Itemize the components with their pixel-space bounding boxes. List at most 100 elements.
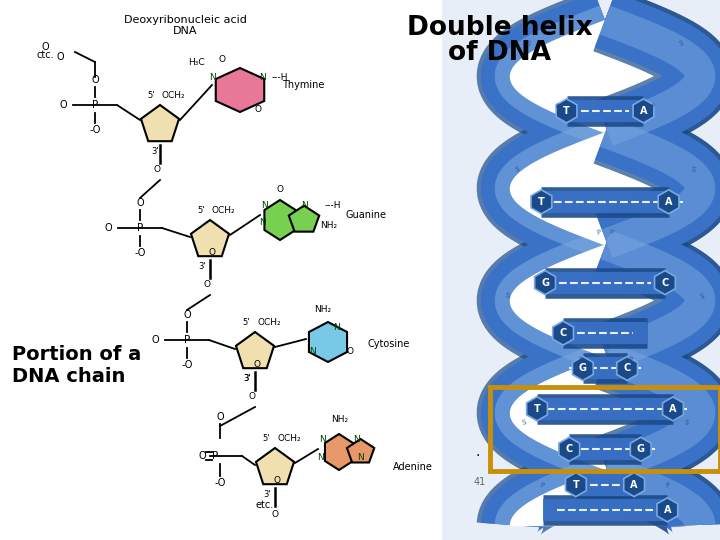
Text: NH₂: NH₂ <box>320 221 337 230</box>
Text: O: O <box>204 280 210 289</box>
Text: C: C <box>624 363 631 374</box>
Text: 5': 5' <box>148 91 155 100</box>
Text: P: P <box>137 223 143 233</box>
Text: 3': 3' <box>264 490 271 499</box>
Text: P: P <box>92 100 98 110</box>
Text: O: O <box>248 392 256 401</box>
Polygon shape <box>309 322 347 362</box>
Text: P: P <box>596 230 601 237</box>
Polygon shape <box>572 356 593 381</box>
Text: O: O <box>274 476 281 485</box>
Text: 5': 5' <box>243 318 250 327</box>
Text: N: N <box>261 201 269 210</box>
Text: O: O <box>136 198 144 208</box>
Text: Adenine: Adenine <box>393 462 433 472</box>
Text: O: O <box>91 75 99 85</box>
Text: N: N <box>258 73 266 82</box>
Text: P: P <box>627 356 632 363</box>
Polygon shape <box>630 437 651 461</box>
Text: A: A <box>639 106 647 116</box>
Text: O: O <box>346 347 354 356</box>
Text: C: C <box>559 328 567 338</box>
Text: N: N <box>310 347 316 356</box>
Text: A: A <box>665 197 672 207</box>
Text: P: P <box>577 356 583 363</box>
Text: OCH₂: OCH₂ <box>257 318 281 327</box>
Text: OCH₂: OCH₂ <box>277 434 301 443</box>
Text: O: O <box>218 55 225 64</box>
Text: T: T <box>572 480 580 490</box>
Text: S: S <box>690 166 696 173</box>
Text: 3': 3' <box>243 374 251 383</box>
Text: ---H: ---H <box>325 201 341 210</box>
Text: etc.: etc. <box>256 500 274 510</box>
Text: O: O <box>254 105 261 114</box>
Text: O: O <box>276 185 284 194</box>
Text: P: P <box>608 230 614 237</box>
Text: C: C <box>566 444 573 454</box>
Polygon shape <box>289 206 319 232</box>
Text: O: O <box>198 451 206 461</box>
Text: 3': 3' <box>151 147 159 156</box>
Text: O: O <box>59 100 67 110</box>
Text: OCH₂: OCH₂ <box>212 206 235 215</box>
Text: Deoxyribonucleic acid: Deoxyribonucleic acid <box>124 15 246 25</box>
Text: G: G <box>541 278 549 288</box>
Polygon shape <box>526 397 547 421</box>
Text: Double helix: Double helix <box>408 15 593 41</box>
Text: N: N <box>356 453 364 462</box>
Polygon shape <box>657 498 678 522</box>
Text: P: P <box>184 335 190 345</box>
Text: OCH₂: OCH₂ <box>162 91 186 100</box>
Text: A: A <box>631 480 638 490</box>
Text: -O: -O <box>89 125 101 135</box>
Text: S: S <box>678 40 684 47</box>
Text: A: A <box>664 505 671 515</box>
Text: O: O <box>216 412 224 422</box>
Polygon shape <box>347 439 374 462</box>
Text: O: O <box>41 42 49 52</box>
Text: S: S <box>700 293 706 300</box>
Text: ctc.: ctc. <box>36 50 54 60</box>
Text: N: N <box>320 435 326 444</box>
Polygon shape <box>325 434 353 470</box>
Text: Thymine: Thymine <box>282 80 325 90</box>
Text: of DNA: of DNA <box>449 40 552 66</box>
Text: O: O <box>253 360 261 369</box>
Text: P: P <box>212 451 218 461</box>
Polygon shape <box>256 448 294 484</box>
Text: ---H: ---H <box>272 73 289 82</box>
Text: O: O <box>104 223 112 233</box>
Text: DNA: DNA <box>173 26 197 36</box>
Polygon shape <box>535 271 555 295</box>
Polygon shape <box>531 190 552 214</box>
Polygon shape <box>617 356 637 381</box>
Text: NH₂: NH₂ <box>315 305 332 314</box>
Text: O: O <box>56 52 64 62</box>
Text: 3': 3' <box>198 262 206 271</box>
Text: G: G <box>579 363 587 374</box>
Text: G: G <box>636 444 644 454</box>
Text: 41: 41 <box>474 477 486 487</box>
Text: N: N <box>333 323 339 332</box>
Polygon shape <box>191 220 229 256</box>
Text: A: A <box>669 404 677 414</box>
Text: O: O <box>271 510 279 519</box>
Text: .: . <box>476 445 480 459</box>
Text: P: P <box>554 103 560 110</box>
Polygon shape <box>624 472 644 497</box>
Polygon shape <box>633 99 654 123</box>
Text: 5': 5' <box>263 434 270 443</box>
Text: Guanine: Guanine <box>345 210 386 220</box>
Text: H₃C: H₃C <box>189 58 205 67</box>
Text: S: S <box>526 40 531 47</box>
Polygon shape <box>236 332 274 368</box>
Polygon shape <box>264 200 296 240</box>
FancyBboxPatch shape <box>442 0 720 540</box>
Polygon shape <box>216 68 264 112</box>
Text: O: O <box>151 335 159 345</box>
Text: O: O <box>153 165 161 174</box>
Text: N: N <box>302 201 308 210</box>
Text: S: S <box>505 293 510 300</box>
Polygon shape <box>556 99 577 123</box>
